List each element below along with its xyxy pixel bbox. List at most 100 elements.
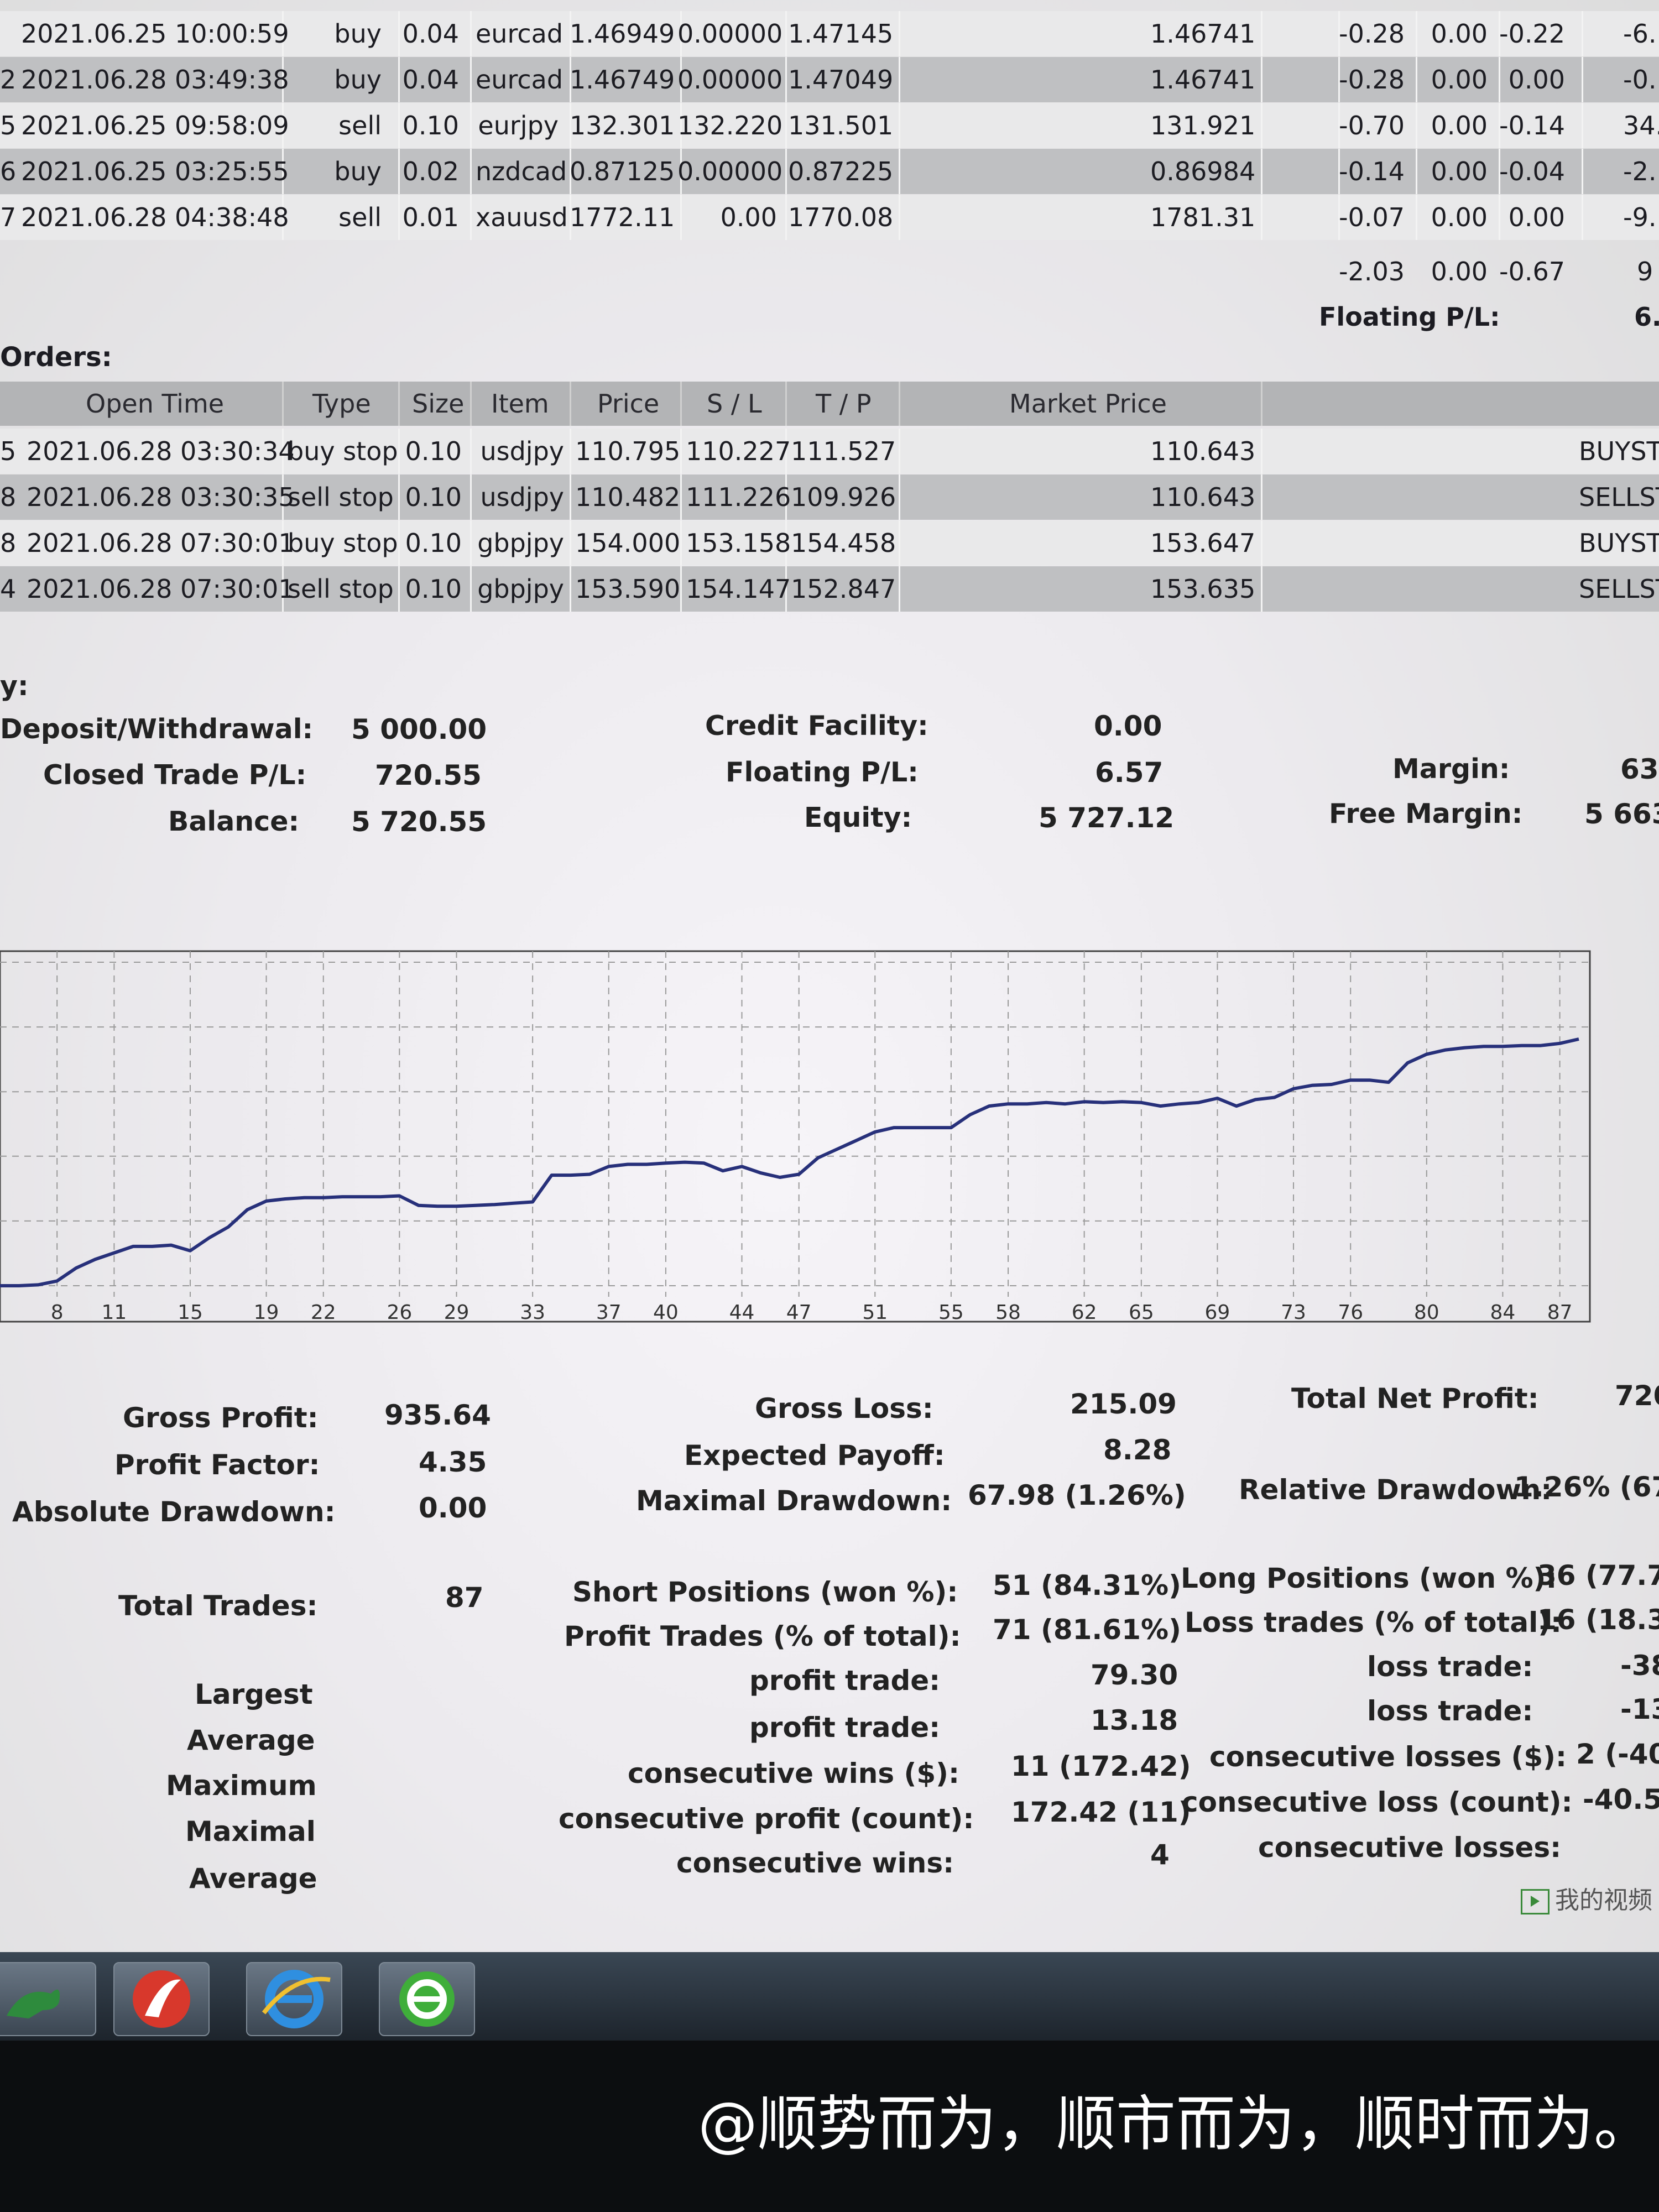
profit-factor-label: Profit Factor:: [114, 1449, 320, 1481]
col-market-price[interactable]: Market Price: [1009, 389, 1167, 419]
open-trade-type: buy: [334, 65, 382, 95]
total-profit: 9: [1637, 257, 1653, 286]
order-item: gbpjpy: [477, 574, 564, 604]
order-row[interactable]: 8 2021.06.28 07:30:01 buy stop 0.10 gbpjpy 15…: [0, 520, 1659, 566]
average-label: Average: [187, 1724, 315, 1756]
open-trade-row[interactable]: 2 2021.06.28 03:49:38 buy 0.04 eurcad 1.46749…: [0, 57, 1659, 102]
order-market: 110.643: [1150, 482, 1256, 512]
chart-x-tick: 44: [729, 1301, 755, 1324]
order-row[interactable]: 4 2021.06.28 07:30:01 sell stop 0.10 gbpjpy 1…: [0, 566, 1659, 612]
open-trade-tp: 1.47145: [788, 19, 894, 49]
open-trade-row[interactable]: 5 2021.06.25 09:58:09 sell 0.10 eurjpy 132.30…: [0, 103, 1659, 148]
video-tag-label: 我的视频: [1555, 1886, 1652, 1914]
open-trade-sl: 132.220: [677, 111, 783, 140]
open-trade-commission: -0.28: [1338, 19, 1405, 49]
trading-app-icon: [133, 1970, 190, 2028]
open-trade-lead: [0, 11, 17, 56]
chart-x-tick: 87: [1547, 1301, 1573, 1324]
col-item[interactable]: Item: [491, 389, 549, 419]
order-tp: 152.847: [791, 574, 896, 604]
order-comment: BUYST: [1579, 436, 1659, 466]
chart-x-tick: 76: [1338, 1301, 1363, 1324]
total-trades-value: 87: [445, 1582, 484, 1614]
open-trade-market: 1.46741: [1150, 19, 1256, 49]
absolute-drawdown-label: Absolute Drawdown:: [12, 1496, 336, 1528]
average-loss-label: loss trade:: [1367, 1695, 1533, 1727]
max-consecutive-wins-value: 11 (172.42): [1011, 1750, 1191, 1782]
open-trade-swap: -0.14: [1499, 111, 1565, 140]
gross-loss-value: 215.09: [1070, 1388, 1177, 1420]
col-type[interactable]: Type: [312, 389, 371, 419]
open-trade-type: sell: [338, 111, 382, 140]
long-positions-value: 36 (77.78: [1537, 1559, 1659, 1592]
order-price: 110.482: [575, 482, 681, 512]
open-trade-swap: 0.00: [1508, 65, 1565, 95]
margin-value: 63.: [1620, 753, 1659, 785]
col-sl[interactable]: S / L: [707, 389, 762, 419]
open-trade-type: buy: [334, 19, 382, 49]
open-trade-item: eurcad: [476, 19, 564, 49]
deposit-label: Deposit/Withdrawal:: [0, 713, 314, 745]
chart-x-tick: 55: [938, 1301, 964, 1324]
open-trade-price: 132.301: [570, 111, 675, 140]
open-trade-row[interactable]: 6 2021.06.25 03:25:55 buy 0.02 nzdcad 0.87125…: [0, 149, 1659, 194]
orders-header: Open Time Type Size Item Price S / L T /…: [0, 382, 1659, 426]
open-trade-commission: -0.07: [1338, 202, 1405, 232]
max-consecutive-wins-label: consecutive wins ($):: [628, 1757, 960, 1790]
gross-profit-label: Gross Profit:: [123, 1402, 319, 1434]
order-row[interactable]: 8 2021.06.28 03:30:35 sell stop 0.10 usdjpy 1…: [0, 474, 1659, 520]
chart-x-tick: 11: [101, 1301, 127, 1324]
col-price[interactable]: Price: [597, 389, 660, 419]
open-trade-commission: -0.70: [1338, 111, 1405, 140]
order-market: 153.635: [1150, 574, 1256, 604]
total-net-profit-label: Total Net Profit:: [1291, 1383, 1539, 1415]
open-trade-row[interactable]: 7 2021.06.28 04:38:48 sell 0.01 xauusd 1772.1…: [0, 195, 1659, 240]
col-open-time[interactable]: Open Time: [86, 389, 225, 419]
order-tp: 111.527: [791, 436, 896, 466]
summary-title: y:: [0, 670, 29, 702]
open-trade-price: 1772.11: [570, 202, 675, 232]
order-tp: 109.926: [791, 482, 896, 512]
open-trade-taxes: 0.00: [1431, 65, 1488, 95]
open-trade-row[interactable]: 2021.06.25 10:00:59 buy 0.04 eurcad 1.46949 0…: [0, 11, 1659, 56]
open-trade-sl: 0.00000: [677, 156, 783, 186]
taskbar-trading-app[interactable]: [113, 1962, 210, 2036]
taskbar-ie-browser[interactable]: [246, 1962, 342, 2036]
taskbar-kangaroo-app[interactable]: [0, 1962, 96, 2036]
order-sl: 110.227: [686, 436, 791, 466]
open-trade-type: buy: [334, 156, 382, 186]
profit-trades-label: Profit Trades (% of total):: [564, 1620, 961, 1652]
order-lead: 5: [0, 436, 17, 466]
maximal-profit-value: 172.42 (11): [1011, 1796, 1191, 1828]
video-tag[interactable]: 我的视频: [1521, 1880, 1652, 1916]
open-trade-type: sell: [338, 202, 382, 232]
open-trade-profit: -6.: [1623, 19, 1657, 49]
balance-chart-svg: 5713556354135264511449648111519222629333…: [0, 950, 1591, 1324]
order-row[interactable]: 5 2021.06.28 03:30:34 buy stop 0.10 usdjpy 11…: [0, 429, 1659, 474]
order-type: buy stop: [288, 436, 398, 466]
order-sl: 153.158: [686, 528, 791, 558]
order-type: sell stop: [288, 574, 394, 604]
maximum-label: Maximum: [166, 1770, 317, 1802]
balance-value: 5 720.55: [351, 806, 487, 838]
relative-drawdown-label: Relative Drawdown:: [1239, 1474, 1552, 1506]
free-margin-value: 5 663.: [1584, 798, 1659, 830]
order-item: gbpjpy: [477, 528, 564, 558]
open-trade-market: 1.46741: [1150, 65, 1256, 95]
equity-value: 5 727.12: [1039, 802, 1175, 834]
chart-frame: [0, 950, 1591, 1323]
taskbar-green-browser[interactable]: [379, 1962, 475, 2036]
open-trade-profit: -2.: [1623, 156, 1657, 186]
open-trade-time: 2021.06.25 03:25:55: [21, 156, 289, 186]
long-positions-label: Long Positions (won %):: [1181, 1562, 1557, 1594]
balance-label: Balance:: [168, 806, 300, 837]
bottom-band: @顺势而为，顺市而为，顺时而为。: [0, 2041, 1659, 2212]
largest-profit-label: profit trade:: [749, 1665, 941, 1697]
col-tp[interactable]: T / P: [816, 389, 872, 419]
play-icon: [1521, 1889, 1550, 1914]
order-time: 2021.06.28 07:30:01: [27, 574, 295, 604]
open-trade-price: 1.46949: [570, 19, 675, 49]
col-size[interactable]: Size: [412, 389, 465, 419]
average-loss-value: -13: [1620, 1693, 1659, 1725]
chart-x-tick: 84: [1490, 1301, 1516, 1324]
